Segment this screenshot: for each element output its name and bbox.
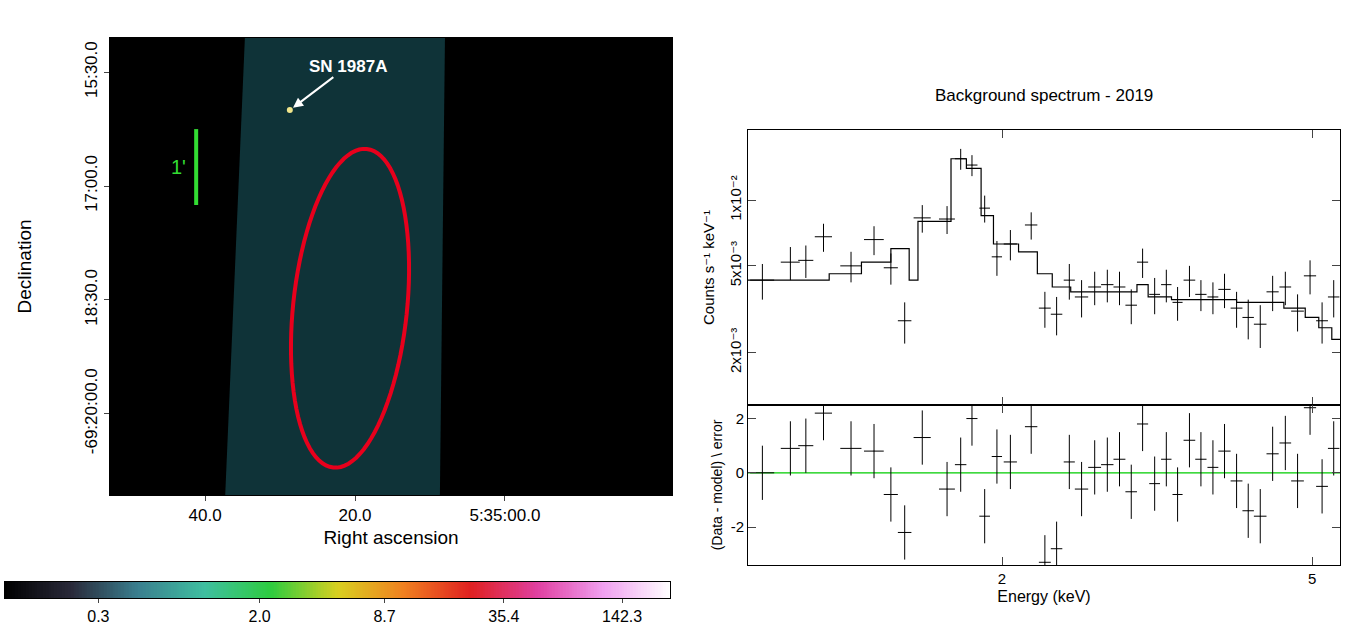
svg-text:18:30.0: 18:30.0 — [82, 269, 101, 326]
svg-text:Counts s⁻¹ keV⁻¹: Counts s⁻¹ keV⁻¹ — [700, 210, 717, 325]
svg-text:-2: -2 — [731, 518, 744, 535]
svg-text:2: 2 — [998, 570, 1006, 587]
svg-text:142.3: 142.3 — [602, 608, 642, 625]
svg-text:40.0: 40.0 — [189, 506, 222, 525]
svg-text:SN 1987A: SN 1987A — [309, 57, 387, 76]
svg-text:8.7: 8.7 — [373, 608, 395, 625]
svg-text:17:00.0: 17:00.0 — [82, 155, 101, 212]
svg-text:Background spectrum - 2019: Background spectrum - 2019 — [935, 86, 1153, 105]
svg-text:(Data - model) \ error: (Data - model) \ error — [709, 419, 725, 550]
svg-text:20.0: 20.0 — [338, 506, 371, 525]
svg-text:-69:20:00.0: -69:20:00.0 — [82, 368, 101, 454]
svg-text:15:30.0: 15:30.0 — [82, 41, 101, 98]
svg-text:0.3: 0.3 — [87, 608, 109, 625]
svg-text:Energy (keV): Energy (keV) — [997, 588, 1090, 605]
svg-text:5:35:00.0: 5:35:00.0 — [469, 506, 540, 525]
svg-text:2x10⁻³: 2x10⁻³ — [727, 328, 744, 373]
svg-text:Declination: Declination — [14, 220, 35, 314]
svg-text:35.4: 35.4 — [488, 608, 519, 625]
svg-text:0: 0 — [736, 464, 744, 481]
svg-text:5: 5 — [1308, 570, 1316, 587]
svg-text:2.0: 2.0 — [248, 608, 270, 625]
svg-text:2: 2 — [736, 410, 744, 427]
svg-text:5x10⁻³: 5x10⁻³ — [727, 241, 744, 286]
svg-text:1': 1' — [171, 156, 186, 178]
svg-text:1x10⁻²: 1x10⁻² — [727, 175, 744, 220]
svg-text:Right ascension: Right ascension — [323, 527, 458, 548]
